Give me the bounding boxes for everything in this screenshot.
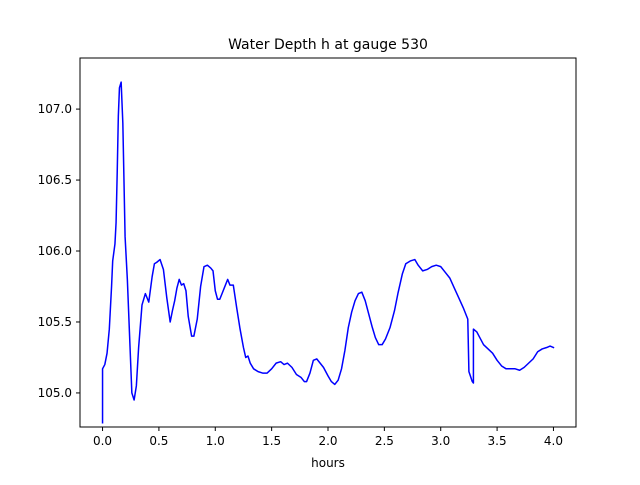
x-tick-label: 3.0	[431, 434, 450, 448]
x-tick-label: 2.5	[375, 434, 394, 448]
plot-frame	[79, 57, 577, 428]
x-tick-label: 3.5	[488, 434, 507, 448]
x-tick-label: 1.0	[206, 434, 225, 448]
y-tick-label: 105.0	[38, 386, 72, 400]
x-axis-label: hours	[311, 456, 345, 470]
x-tick-label: 2.0	[318, 434, 337, 448]
series-line	[101, 81, 555, 424]
chart-title: Water Depth h at gauge 530	[228, 37, 428, 53]
x-tick-label: 0.0	[93, 434, 112, 448]
y-tick-label: 105.5	[38, 315, 72, 329]
y-tick-label: 106.5	[38, 173, 72, 187]
y-axis-ticks: 105.0 105.5 106.0 106.5 107.0	[38, 102, 80, 400]
x-tick-label: 4.0	[544, 434, 563, 448]
x-tick-label: 1.5	[262, 434, 281, 448]
x-axis-ticks: 0.0 0.5 1.0 1.5 2.0 2.5 3.0 3.5 4.0	[93, 427, 563, 448]
x-tick-label: 0.5	[149, 434, 168, 448]
y-tick-label: 106.0	[38, 244, 72, 258]
y-tick-label: 107.0	[38, 102, 72, 116]
